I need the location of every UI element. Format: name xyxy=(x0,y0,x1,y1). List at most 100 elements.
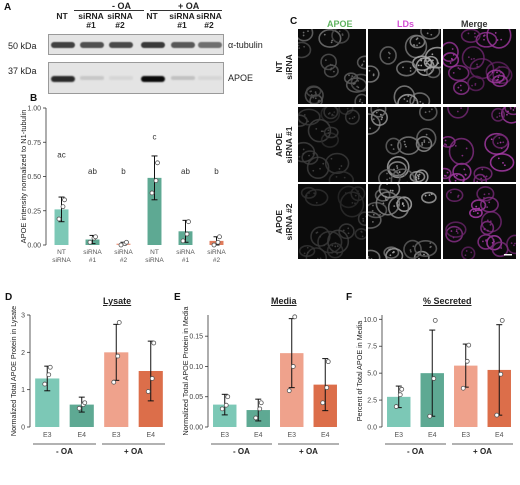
punctum xyxy=(323,33,326,36)
cell-signal xyxy=(445,188,464,203)
data-point xyxy=(76,405,82,411)
punctum xyxy=(402,66,404,69)
cell-signal xyxy=(418,107,438,121)
y-tick-label: 3 xyxy=(21,313,25,320)
punctum xyxy=(377,109,380,112)
punctum xyxy=(500,38,503,41)
punctum xyxy=(409,70,412,72)
punctum xyxy=(455,230,458,233)
punctum xyxy=(356,77,359,80)
punctum xyxy=(485,239,488,241)
cell-signal xyxy=(447,64,470,82)
punctum xyxy=(307,30,309,32)
cell-signal xyxy=(370,109,388,126)
x-tick-label: #2 xyxy=(120,257,128,264)
punctum xyxy=(427,60,430,63)
punctum xyxy=(409,67,412,69)
x-tick-label: siRNA xyxy=(145,257,164,264)
x-tick-label: #1 xyxy=(89,257,97,264)
x-tick-label: siRNA xyxy=(83,249,102,256)
punctum xyxy=(494,32,497,34)
punctum xyxy=(382,202,385,205)
punctum xyxy=(423,253,425,256)
cell-signal xyxy=(320,53,338,71)
column-label-lds: LDs xyxy=(397,19,415,29)
cell-signal xyxy=(318,29,342,48)
cell-signal xyxy=(304,86,324,104)
punctum xyxy=(333,250,335,253)
cell-signal xyxy=(298,41,312,59)
cell-signal xyxy=(461,46,485,70)
punctum xyxy=(403,140,406,143)
significance-letter: b xyxy=(121,167,126,176)
punctum xyxy=(510,242,513,245)
punctum xyxy=(457,194,460,197)
punctum xyxy=(327,132,330,134)
punctum xyxy=(298,44,300,47)
punctum xyxy=(432,69,435,72)
cell-signal xyxy=(338,223,355,240)
group-label: + OA xyxy=(299,447,318,456)
punctum xyxy=(513,244,515,247)
punctum xyxy=(483,193,486,196)
cell-signal xyxy=(421,191,437,204)
punctum xyxy=(463,168,466,171)
cell-signal xyxy=(368,211,382,229)
cell-signal xyxy=(368,65,380,83)
punctum xyxy=(483,34,486,37)
punctum xyxy=(486,206,489,209)
data-point xyxy=(153,178,159,184)
punctum xyxy=(417,177,420,180)
data-point xyxy=(116,320,122,325)
cell-signal xyxy=(491,241,509,258)
data-point xyxy=(325,359,331,365)
punctum xyxy=(336,252,339,255)
panel-e-letter: E xyxy=(174,292,181,303)
punctum xyxy=(423,141,426,143)
x-tick-label: siRNA xyxy=(207,249,226,256)
y-tick-label: 0.05 xyxy=(189,394,203,401)
data-point xyxy=(217,234,222,240)
x-tick-label: siRNA xyxy=(114,249,133,256)
punctum xyxy=(338,30,341,33)
cell-signal xyxy=(479,196,499,213)
punctum xyxy=(445,144,448,146)
punctum xyxy=(315,128,318,130)
y-tick-label: 0.0 xyxy=(367,425,377,432)
apoe-band xyxy=(109,76,133,80)
punctum xyxy=(459,68,461,70)
punctum xyxy=(372,74,375,77)
punctum xyxy=(331,113,334,116)
punctum xyxy=(464,254,467,257)
punctum xyxy=(405,145,407,148)
data-point xyxy=(292,314,298,320)
punctum xyxy=(497,76,500,79)
punctum xyxy=(344,192,347,194)
panel-b-letter: B xyxy=(30,93,38,104)
punctum xyxy=(352,83,355,85)
punctum xyxy=(314,91,317,93)
x-tick-label: E4 xyxy=(146,432,155,439)
punctum xyxy=(303,252,306,255)
data-point xyxy=(320,400,326,406)
punctum xyxy=(464,173,467,176)
punctum xyxy=(483,38,485,41)
cell-signal xyxy=(453,80,470,95)
y-tick-label: 0 xyxy=(21,425,25,432)
cell-signal xyxy=(467,75,485,92)
punctum xyxy=(432,59,434,62)
data-point xyxy=(211,242,217,248)
punctum xyxy=(416,44,418,47)
punctum xyxy=(388,177,391,180)
punctum xyxy=(430,108,433,111)
cell-signal xyxy=(331,29,350,44)
data-point xyxy=(499,317,505,323)
punctum xyxy=(488,201,491,204)
cell-signal xyxy=(323,64,339,78)
data-point xyxy=(460,385,466,391)
punctum xyxy=(402,204,405,207)
punctum xyxy=(476,180,479,182)
cell-signal xyxy=(375,191,401,216)
y-axis-label: APOE intensity normalized to N1-tubulin xyxy=(19,110,28,244)
